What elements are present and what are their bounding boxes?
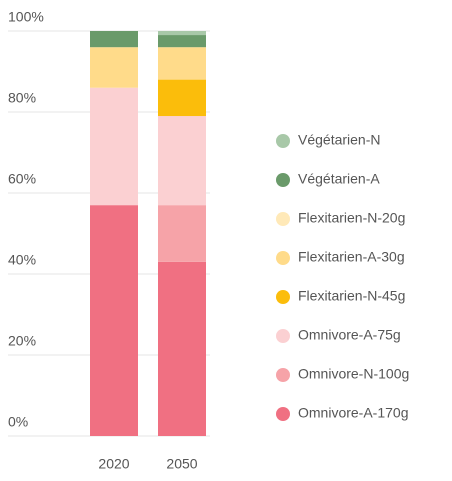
bar-segment	[158, 261, 206, 436]
legend-label: Omnivore-A-75g	[298, 327, 401, 343]
bar-segment	[90, 47, 138, 88]
bar-segment	[158, 79, 206, 117]
bar-segment	[158, 35, 206, 48]
y-tick-label: 100%	[8, 9, 44, 25]
legend-label: Omnivore-A-170g	[298, 405, 409, 421]
x-tick-label: 2020	[98, 456, 129, 472]
bar-segment	[158, 116, 206, 206]
legend-swatch	[276, 407, 290, 421]
legend-label: Végétarien-N	[298, 132, 381, 148]
legend-label: Flexitarien-A-30g	[298, 249, 405, 265]
y-tick-label: 40%	[8, 252, 36, 268]
legend-label: Omnivore-N-100g	[298, 366, 409, 382]
x-tick-label: 2050	[166, 456, 197, 472]
y-tick-label: 80%	[8, 90, 36, 106]
legend-swatch	[276, 368, 290, 382]
legend-label: Végétarien-A	[298, 171, 380, 187]
legend-swatch	[276, 173, 290, 187]
legend-label: Flexitarien-N-20g	[298, 210, 405, 226]
legend-label: Flexitarien-N-45g	[298, 288, 405, 304]
legend-swatch	[276, 290, 290, 304]
bar-segment	[158, 205, 206, 262]
bar-segment	[90, 205, 138, 436]
bar-segment	[158, 47, 206, 80]
y-tick-label: 60%	[8, 171, 36, 187]
bar-segment	[90, 31, 138, 48]
bar-segment	[90, 87, 138, 206]
y-tick-label: 20%	[8, 333, 36, 349]
legend-swatch	[276, 329, 290, 343]
y-tick-label: 0%	[8, 414, 28, 430]
legend-swatch	[276, 134, 290, 148]
bar-segment	[158, 31, 206, 36]
legend-swatch	[276, 251, 290, 265]
legend-swatch	[276, 212, 290, 226]
